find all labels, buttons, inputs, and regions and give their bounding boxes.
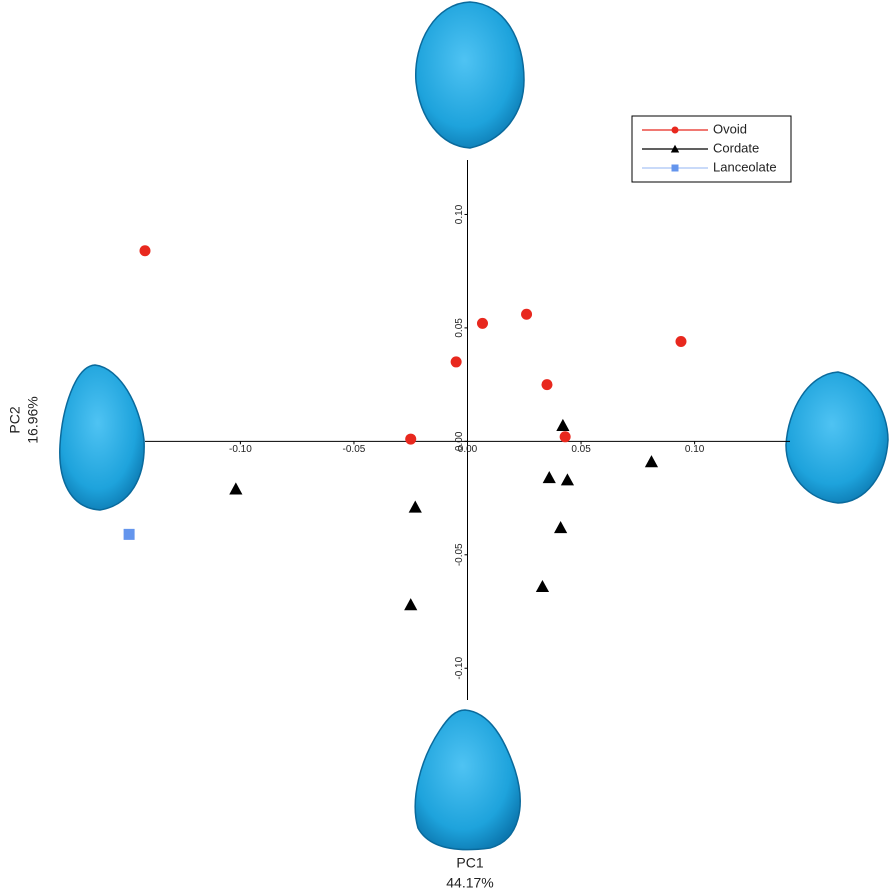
point [477,318,488,329]
point [541,379,552,390]
handaxe-image [786,372,888,503]
point [675,336,686,347]
legend-marker [672,165,679,172]
y-tick-label: 0.05 [454,318,465,338]
y-tick-label: -0.10 [454,656,465,679]
legend-marker [672,127,679,134]
point [229,482,242,494]
y-tick-label: 0.00 [454,431,465,451]
point [451,356,462,367]
point [554,521,567,533]
point [645,455,658,467]
x-tick-label: -0.05 [343,444,366,455]
chart: PC1 44.17% PC2 16.96% Ovoid Cordate Lanceo… [0,0,893,896]
handaxe-image [415,710,520,850]
point [404,598,417,610]
x-axis-variance: 44.17% [446,875,493,891]
point [405,434,416,445]
x-tick-label: 0.05 [571,444,591,455]
x-tick-label: 0.10 [685,444,705,455]
point [409,501,422,513]
legend: Ovoid Cordate Lanceolate [632,116,791,182]
point [556,419,569,431]
point [521,309,532,320]
point [560,431,571,442]
legend-label: Cordate [713,140,759,155]
handaxe-image [416,2,524,148]
y-tick-label: -0.05 [454,543,465,566]
point [140,245,151,256]
point [536,580,549,592]
x-tick-label: -0.10 [229,444,252,455]
handaxe-image [60,365,144,510]
point [543,471,556,483]
point [561,473,574,485]
y-axis-label: PC2 [7,406,23,433]
y-axis-variance: 16.96% [25,396,41,443]
page: {"chart_data": {"type": "scatter", "xlab… [0,0,893,896]
legend-label: Ovoid [713,121,747,136]
y-tick-label: 0.10 [454,204,465,224]
legend-label: Lanceolate [713,159,777,174]
point [124,529,135,540]
x-axis-label: PC1 [456,855,483,871]
